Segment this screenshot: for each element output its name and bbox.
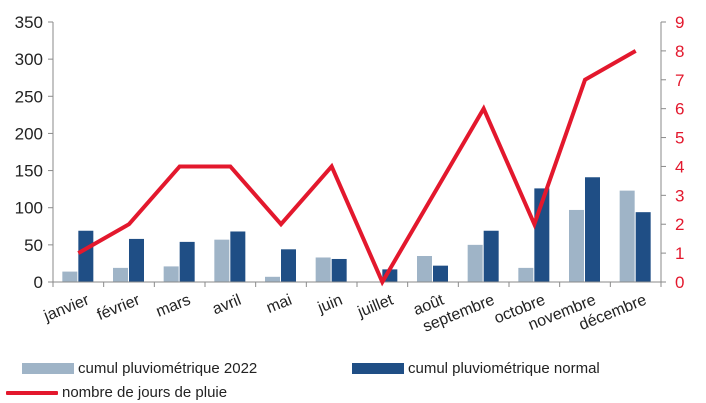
- left-tick-label-2: 100: [15, 199, 43, 218]
- right-tick-label-6: 6: [675, 100, 684, 119]
- legend-item-2022: cumul pluviométrique 2022: [22, 360, 257, 377]
- bar-normal-7: [433, 265, 448, 282]
- line-layer: [77, 49, 637, 287]
- bar-2022-8: [467, 244, 483, 282]
- bars-layer: [62, 177, 651, 282]
- legend-label-rain-days: nombre de jours de pluie: [62, 384, 228, 401]
- x-axis-ticks: janvier février mars avril mai juin juillet aoû…: [41, 282, 662, 336]
- bar-normal-1: [129, 238, 144, 282]
- x-tick-label-3: avril: [210, 292, 244, 319]
- x-tick-label-1: février: [95, 291, 143, 324]
- x-tick-label-4: mai: [264, 292, 294, 317]
- x-tick-label-0: janvier: [41, 291, 93, 325]
- left-tick-label-3: 150: [15, 162, 43, 181]
- bar-2022-11: [619, 190, 635, 282]
- x-tick-label-2: mars: [154, 292, 193, 321]
- bar-2022-2: [163, 266, 179, 282]
- left-tick-label-5: 250: [15, 87, 43, 106]
- bar-2022-3: [214, 239, 230, 282]
- legend-swatch-rain-days: [6, 390, 58, 395]
- legend-swatch-normal: [352, 363, 404, 374]
- x-tick-label-6: juillet: [355, 291, 397, 321]
- bar-normal-8: [483, 230, 499, 282]
- left-tick-label-1: 50: [24, 236, 43, 255]
- rain-days-line: [77, 49, 637, 287]
- left-tick-label-4: 200: [15, 124, 43, 143]
- bar-2022-10: [569, 209, 584, 282]
- left-tick-label-0: 0: [34, 273, 43, 292]
- bar-2022-4: [265, 276, 280, 282]
- right-tick-label-4: 4: [675, 157, 684, 176]
- bar-normal-10: [585, 177, 600, 282]
- bar-2022-9: [518, 267, 534, 282]
- bar-normal-0: [78, 230, 94, 282]
- right-tick-label-3: 3: [675, 186, 684, 205]
- legend-item-normal: cumul pluviométrique normal: [352, 360, 600, 377]
- right-tick-label-1: 1: [675, 244, 684, 263]
- bar-normal-3: [230, 231, 246, 282]
- right-axis-ticks: 0 1 2 3 4 5 6 7 8 9: [661, 13, 684, 292]
- bar-normal-2: [179, 241, 195, 282]
- left-axis-ticks: 0 50 100 150 200 250 300 350: [15, 13, 53, 292]
- bar-normal-11: [635, 212, 651, 282]
- left-tick-label-7: 350: [15, 13, 43, 32]
- bar-2022-1: [113, 267, 128, 282]
- bar-normal-5: [331, 258, 347, 282]
- bar-2022-5: [315, 257, 331, 282]
- bar-normal-4: [281, 249, 296, 282]
- legend-swatch-2022: [22, 363, 74, 374]
- bar-2022-7: [417, 256, 432, 282]
- legend-label-2022: cumul pluviométrique 2022: [78, 360, 258, 377]
- legend-label-normal: cumul pluviométrique normal: [408, 360, 600, 377]
- x-tick-label-5: juin: [315, 292, 345, 317]
- bar-2022-0: [62, 271, 78, 282]
- left-tick-label-6: 300: [15, 50, 43, 69]
- right-tick-label-5: 5: [675, 129, 684, 148]
- legend-item-rain-days: nombre de jours de pluie: [6, 384, 227, 401]
- right-tick-label-2: 2: [675, 215, 684, 234]
- right-tick-label-9: 9: [675, 13, 684, 32]
- right-tick-label-8: 8: [675, 42, 684, 61]
- right-tick-label-0: 0: [675, 273, 684, 292]
- right-tick-label-7: 7: [675, 71, 684, 90]
